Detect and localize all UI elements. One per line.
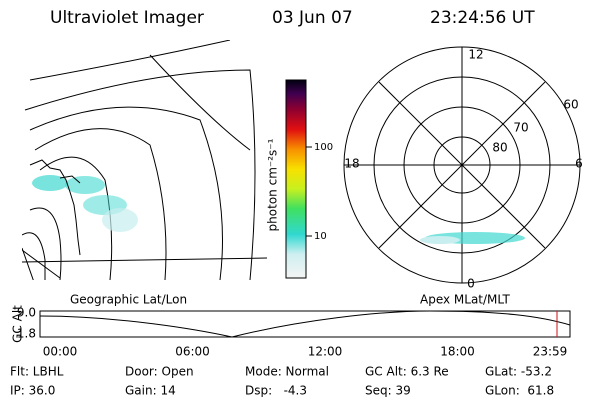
lat-label: 60 (563, 98, 578, 112)
map-grid (149, 54, 251, 151)
orbit-right-label: Apex MLat/MLT (420, 293, 510, 307)
orbit-curve (39, 310, 571, 338)
mlt-label: 6 (575, 157, 583, 171)
map-grid (24, 69, 256, 280)
info-field: Mode: Normal (245, 365, 329, 379)
mlt-label: 0 (467, 277, 475, 291)
map-grid (39, 156, 113, 280)
orbit-xtick: 18:00 (440, 345, 475, 359)
date: 03 Jun 07 (272, 8, 353, 28)
orbit-xtick: 00:00 (43, 345, 78, 359)
info-field: GC Alt: 6.3 Re (365, 365, 449, 379)
mlt-label: 18 (344, 157, 359, 171)
info-field: IP: 36.0 (10, 384, 55, 398)
map-grid (29, 106, 223, 280)
info-field: Flt: LBHL (10, 365, 64, 379)
lat-label: 80 (492, 141, 507, 155)
info-field: GLon: 61.8 (485, 384, 554, 398)
orbit-frame (39, 310, 571, 338)
geographic-map (22, 40, 267, 280)
info-field: Gain: 14 (125, 384, 176, 398)
colorbar-tick-label: 10 (314, 231, 327, 242)
orbit-ylabel: GC Alt (11, 305, 25, 343)
map-grid (29, 40, 231, 81)
polar-plot: 12 18 6 0 60 70 80 (343, 46, 583, 291)
time: 23:24:56 UT (430, 8, 535, 28)
orbit-xtick: 12:00 (308, 345, 343, 359)
orbit-ytick: 9.0 (17, 306, 36, 320)
polar-axis (378, 81, 546, 249)
aurora (65, 176, 105, 194)
map-grid (29, 207, 62, 280)
aurora (102, 208, 138, 232)
mlt-label: 12 (468, 48, 483, 62)
colorbar-label: photon cm⁻²s⁻¹ (266, 138, 280, 231)
info-panel: Flt: LBHL Door: Open Mode: Normal GC Alt: 6… (10, 365, 554, 398)
colorbar-tick-label: 100 (314, 142, 333, 153)
map-grid (22, 257, 267, 263)
info-field: GLat: -53.2 (485, 365, 552, 379)
aurora (420, 236, 460, 244)
info-field: Seq: 39 (365, 384, 411, 398)
colorbar (285, 79, 307, 279)
map-grid (22, 232, 46, 280)
map-grid (34, 128, 167, 280)
title: Ultraviolet Imager (50, 8, 204, 28)
aurora (32, 175, 68, 191)
orbit-xticks: 00:00 06:00 12:00 18:00 23:59 (43, 345, 568, 359)
orbit-ytick: 1.8 (17, 327, 36, 341)
orbit-left-label: Geographic Lat/Lon (70, 293, 187, 307)
info-field: Dsp: -4.3 (245, 384, 307, 398)
orbit-xtick: 23:59 (533, 345, 568, 359)
orbit-xtick: 06:00 (175, 345, 210, 359)
lat-label: 70 (513, 121, 528, 135)
coastline (29, 159, 81, 256)
map-grid (22, 247, 61, 280)
info-field: Door: Open (125, 365, 194, 379)
